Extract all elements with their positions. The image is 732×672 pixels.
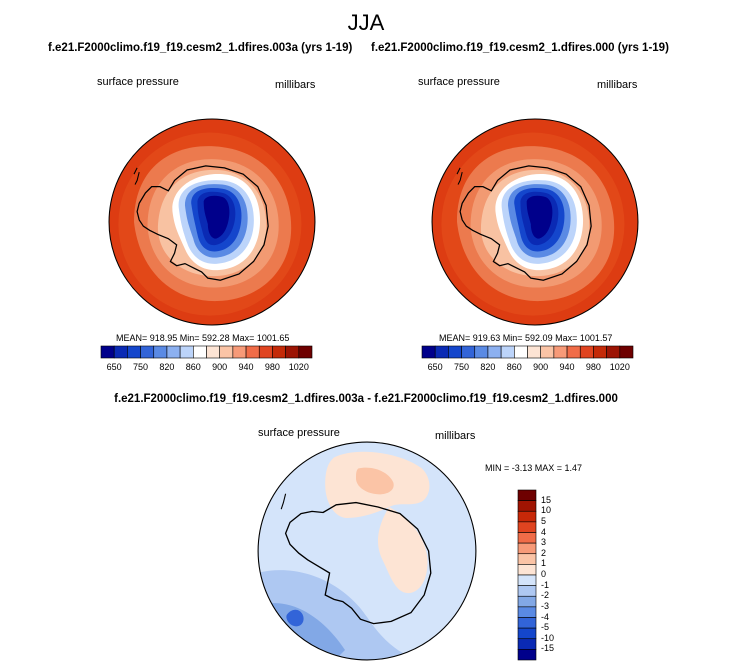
colorbar-tick-label: 1020 <box>609 362 630 372</box>
colorbar-tick-label: 4 <box>541 526 547 537</box>
diff-stats: MIN = -3.13 MAX = 1.47 <box>485 463 583 473</box>
colorbar-swatch <box>517 627 537 640</box>
colorbar-tick-label: 650 <box>427 362 443 372</box>
panel-1-variable-label: surface pressure <box>97 76 179 88</box>
colorbar-tick-label: 900 <box>212 362 228 372</box>
colorbar-tick-label: 0 <box>541 569 547 579</box>
colorbar-tick-label: -1 <box>541 579 550 590</box>
colorbar-swatch <box>517 595 537 608</box>
colorbar-tick-label: 980 <box>585 362 601 372</box>
panel-2-units-label: millibars <box>597 79 638 91</box>
colorbar-swatch <box>517 521 537 533</box>
colorbar-tick-label: 1020 <box>288 362 309 372</box>
colorbar-swatch <box>517 617 537 629</box>
colorbar-tick-label: 750 <box>133 362 149 372</box>
colorbar-tick-label: -10 <box>541 632 555 643</box>
colorbar-tick-label: 940 <box>238 362 254 372</box>
colorbar-swatch <box>517 510 537 523</box>
colorbar-tick-label: 820 <box>159 362 175 372</box>
colorbar-swatch <box>517 574 537 586</box>
colorbar-swatch <box>517 585 537 597</box>
colorbar-tick-label: 860 <box>506 362 522 372</box>
colorbar-swatch <box>517 553 537 565</box>
panel-1-stats: MEAN= 918.95 Min= 592.28 Max= 1001.65 <box>116 333 290 343</box>
colorbar-tick-label: 940 <box>559 362 575 372</box>
panel-2-stats: MEAN= 919.63 Min= 592.09 Max= 1001.57 <box>439 333 613 343</box>
colorbar-tick-label: -4 <box>541 611 550 622</box>
colorbar-tick-label: 10 <box>541 505 552 516</box>
colorbar-tick-label: 860 <box>185 362 201 372</box>
colorbar-swatch <box>517 500 537 512</box>
colorbar-swatch <box>517 542 537 555</box>
colorbar-tick-label: -15 <box>541 643 555 654</box>
panel-2-subtitle: f.e21.F2000climo.f19_f19.cesm2_1.dfires.… <box>371 42 669 54</box>
colorbar-tick-label: 1 <box>541 558 547 569</box>
colorbar-tick-label: 2 <box>541 547 547 558</box>
panel-1-units-label: millibars <box>275 79 316 91</box>
diff-variable-label: surface pressure <box>258 427 340 439</box>
colorbar-tick-label: 3 <box>541 537 547 548</box>
panel-1-subtitle: f.e21.F2000climo.f19_f19.cesm2_1.dfires.… <box>48 42 353 54</box>
colorbar-swatch <box>517 606 537 618</box>
colorbar-tick-label: 900 <box>533 362 549 372</box>
colorbar-tick-label: 980 <box>264 362 280 372</box>
figure-title: JJA <box>347 10 385 35</box>
colorbar-tick-label: -3 <box>541 600 550 611</box>
diff-panel-title: f.e21.F2000climo.f19_f19.cesm2_1.dfires.… <box>114 393 618 405</box>
colorbar-tick-label: -2 <box>541 590 550 601</box>
colorbar-swatch <box>517 489 537 501</box>
colorbar-tick-label: 750 <box>454 362 470 372</box>
colorbar-swatch <box>619 345 634 359</box>
colorbar-tick-label: 820 <box>480 362 496 372</box>
colorbar-tick-label: -5 <box>541 622 550 633</box>
colorbar-swatch <box>298 345 313 359</box>
colorbar-swatch <box>517 564 537 576</box>
colorbar-swatch <box>517 532 537 544</box>
colorbar-tick-label: 15 <box>541 494 552 505</box>
colorbar-swatch <box>517 649 537 661</box>
colorbar-tick-label: 650 <box>106 362 122 372</box>
diff-units-label: millibars <box>435 430 476 442</box>
colorbar-tick-label: 5 <box>541 515 547 526</box>
colorbar-swatch <box>517 638 537 650</box>
panel-2-variable-label: surface pressure <box>418 76 500 88</box>
